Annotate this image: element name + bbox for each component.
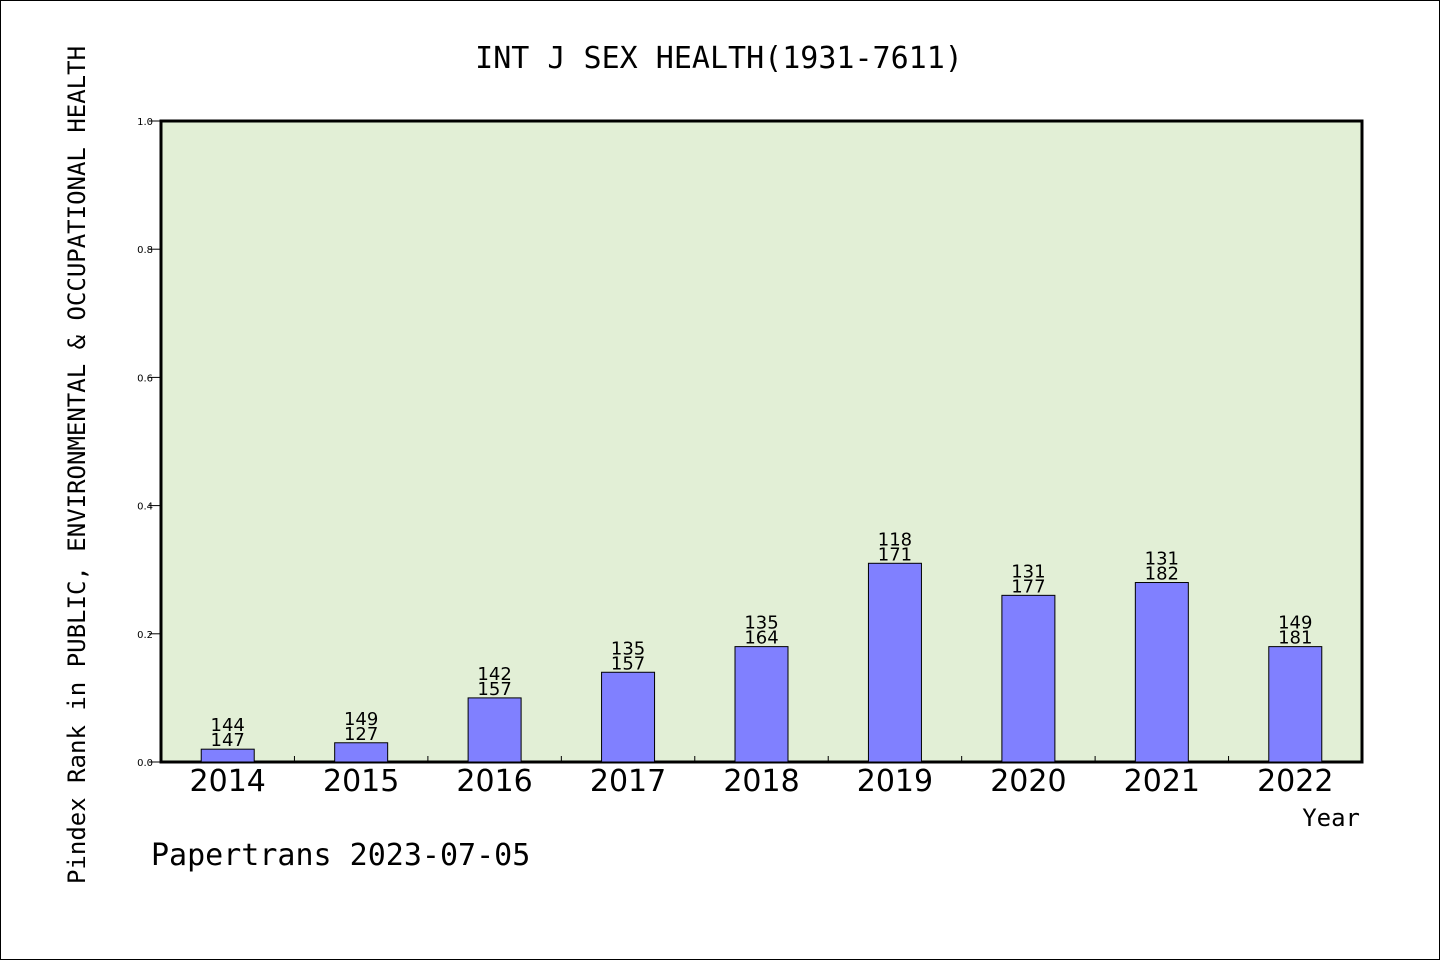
y-tick-label: 0.8	[137, 245, 153, 256]
y-tick-label: 1.0	[137, 117, 153, 128]
x-axis-label: Year	[1302, 804, 1360, 832]
bar-label-bottom-2019: 171	[878, 544, 912, 565]
bar-2018	[734, 646, 789, 763]
bar-2016	[467, 697, 522, 763]
x-tick-label-2017: 2017	[590, 764, 666, 799]
bar-2014	[200, 748, 255, 763]
bar-label-bottom-2016: 157	[477, 679, 511, 700]
y-axis-ticks: 0.0 0.2 0.4 0.6 0.8 1.0	[137, 117, 161, 769]
x-tick-label-2021: 2021	[1124, 764, 1200, 799]
bar-label-bottom-2014: 147	[211, 730, 245, 751]
y-tick-label: 0.2	[137, 630, 153, 641]
y-tick-label: 0.0	[137, 758, 153, 769]
x-tick-label-2015: 2015	[323, 764, 399, 799]
bar-label-bottom-2015: 127	[344, 724, 378, 745]
bar-label-top-2016: 142	[477, 664, 511, 685]
y-axis-label: Pindex Rank in PUBLIC, ENVIRONMENTAL & O…	[63, 46, 91, 884]
bar-2020	[1001, 594, 1056, 763]
x-tick-label-2022: 2022	[1257, 764, 1333, 799]
bar-label-top-2017: 135	[611, 638, 645, 659]
bar-label-bottom-2017: 157	[611, 653, 645, 674]
chart-title: INT J SEX HEALTH(1931-7611)	[475, 41, 963, 76]
bar-label-top-2014: 144	[211, 715, 245, 736]
bar-label-top-2022: 149	[1278, 613, 1312, 634]
bar-series	[200, 562, 1323, 763]
bar-2017	[601, 671, 656, 763]
bar-2022	[1268, 646, 1323, 763]
x-tick-label-2020: 2020	[990, 764, 1066, 799]
x-tick-label-2019: 2019	[857, 764, 933, 799]
footer-credit: Papertrans 2023-07-05	[151, 838, 530, 873]
bar-2021	[1134, 582, 1189, 763]
bar-data-labels: 1441471491271421571351571351641181711311…	[211, 529, 1313, 751]
bar-label-bottom-2021: 182	[1145, 564, 1179, 585]
x-tick-label-2014: 2014	[190, 764, 266, 799]
x-axis-ticks: 2014 2015 2016 2017 2018 2019 2020 2021 2022	[190, 756, 1333, 799]
bar-label-top-2021: 131	[1145, 549, 1179, 570]
bar-label-top-2018: 135	[744, 613, 778, 634]
bar-2019	[867, 562, 922, 763]
bar-label-top-2019: 118	[878, 529, 912, 550]
bar-label-bottom-2022: 181	[1278, 628, 1312, 649]
x-tick-label-2018: 2018	[723, 764, 799, 799]
bar-label-top-2020: 131	[1011, 561, 1045, 582]
bar-label-top-2015: 149	[344, 709, 378, 730]
y-tick-label: 0.4	[137, 502, 153, 513]
bar-2015	[334, 742, 389, 763]
bar-label-bottom-2018: 164	[744, 628, 778, 649]
x-tick-label-2016: 2016	[456, 764, 532, 799]
y-tick-label: 0.6	[137, 373, 153, 384]
bar-label-bottom-2020: 177	[1011, 576, 1045, 597]
